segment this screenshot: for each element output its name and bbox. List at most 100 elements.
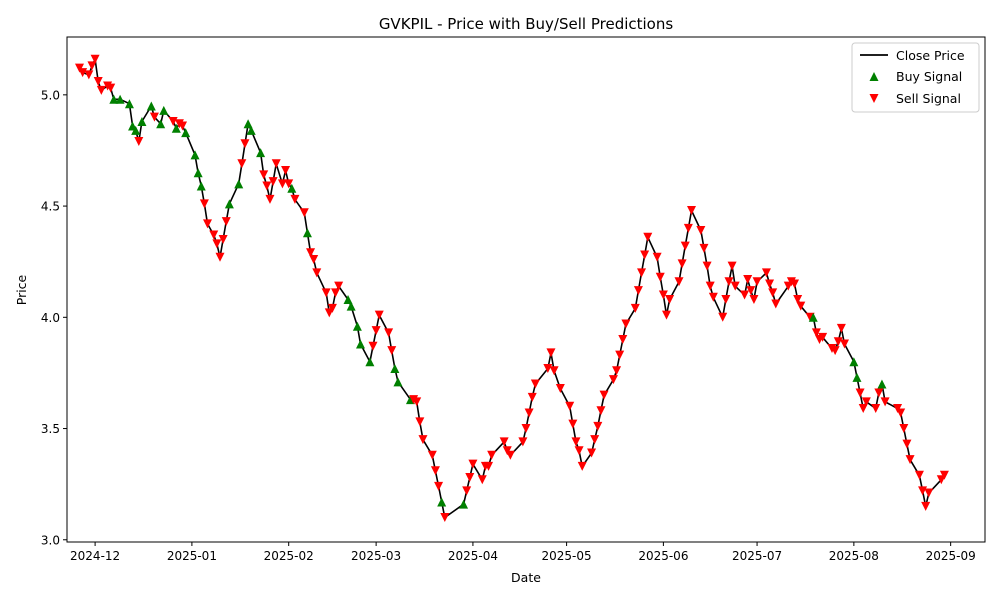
sell-signal-marker bbox=[637, 268, 647, 278]
sell-signal-marker bbox=[415, 417, 425, 427]
sell-signal-marker bbox=[299, 208, 309, 218]
sell-signal-marker bbox=[790, 279, 800, 289]
buy-signal-marker bbox=[877, 379, 887, 389]
sell-signal-marker bbox=[387, 346, 397, 356]
buy-signal-marker bbox=[146, 101, 156, 111]
buy-signal-marker bbox=[808, 312, 818, 322]
sell-signal-marker bbox=[730, 281, 740, 291]
sell-signal-marker bbox=[599, 390, 609, 400]
sell-signal-marker bbox=[331, 288, 341, 298]
sell-signal-marker bbox=[521, 424, 531, 434]
buy-signal-marker bbox=[352, 321, 362, 331]
sell-signal-marker bbox=[914, 470, 924, 480]
legend-box bbox=[851, 42, 980, 113]
sell-signal-marker bbox=[765, 279, 775, 289]
buy-signal-marker bbox=[193, 168, 203, 178]
sell-signal-marker bbox=[771, 299, 781, 309]
buy-signal-marker bbox=[346, 301, 356, 311]
x-axis-label: Date bbox=[511, 570, 541, 585]
buy-signal-marker bbox=[356, 339, 366, 349]
chart-title: GVKPIL - Price with Buy/Sell Predictions bbox=[379, 15, 674, 33]
sell-signal-marker bbox=[505, 450, 515, 460]
sell-signal-marker bbox=[412, 397, 422, 407]
sell-signal-marker bbox=[855, 388, 865, 398]
sell-signal-marker bbox=[796, 301, 806, 311]
sell-signal-marker bbox=[271, 159, 281, 169]
sell-signal-marker bbox=[630, 303, 640, 313]
sell-signal-marker bbox=[899, 424, 909, 434]
x-tick-label: 2025-08 bbox=[829, 549, 879, 563]
sell-signal-marker bbox=[290, 194, 300, 204]
x-tick-label: 2025-04 bbox=[448, 549, 498, 563]
sell-signal-marker bbox=[87, 61, 97, 71]
signal-markers-layer bbox=[74, 54, 949, 523]
sell-signal-marker bbox=[549, 366, 559, 376]
sell-signal-marker bbox=[440, 513, 450, 523]
x-tick-label: 2025-09 bbox=[926, 549, 976, 563]
sell-signal-marker bbox=[836, 323, 846, 333]
sell-signal-marker bbox=[683, 223, 693, 233]
sell-signal-marker bbox=[134, 137, 144, 147]
sell-signal-marker bbox=[212, 239, 222, 249]
buy-signal-marker bbox=[365, 357, 375, 367]
sell-signal-marker bbox=[306, 248, 316, 258]
sell-signal-marker bbox=[565, 401, 575, 411]
x-tick-label: 2025-06 bbox=[638, 549, 688, 563]
sell-signal-marker bbox=[468, 459, 478, 469]
sell-signal-marker bbox=[284, 179, 294, 189]
buy-signal-marker bbox=[852, 372, 862, 382]
buy-signal-marker bbox=[302, 228, 312, 238]
sell-signal-marker bbox=[371, 326, 381, 336]
sell-signal-marker bbox=[702, 261, 712, 271]
sell-signal-marker bbox=[615, 350, 625, 360]
sell-signal-marker bbox=[384, 328, 394, 338]
sell-signal-marker bbox=[218, 234, 228, 244]
sell-signal-marker bbox=[640, 250, 650, 260]
buy-signal-marker bbox=[287, 183, 297, 193]
sell-signal-marker bbox=[746, 286, 756, 296]
buy-signal-marker bbox=[256, 148, 266, 158]
sell-signal-marker bbox=[612, 366, 622, 376]
x-tick-label: 2025-03 bbox=[351, 549, 401, 563]
x-tick-label: 2025-01 bbox=[167, 549, 217, 563]
sell-signal-marker bbox=[921, 501, 931, 511]
sell-signal-marker bbox=[743, 274, 753, 284]
sell-signal-marker bbox=[880, 397, 890, 407]
sell-signal-marker bbox=[761, 268, 771, 278]
sell-signal-marker bbox=[621, 319, 631, 329]
sell-signal-marker bbox=[596, 406, 606, 416]
sell-signal-marker bbox=[240, 139, 250, 149]
sell-signal-marker bbox=[568, 419, 578, 429]
legend-buy-signal-label: Buy Signal bbox=[896, 69, 962, 84]
sell-signal-marker bbox=[768, 288, 778, 298]
sell-signal-marker bbox=[721, 295, 731, 305]
buy-signal-marker bbox=[849, 357, 859, 367]
sell-signal-marker bbox=[699, 243, 709, 253]
sell-signal-marker bbox=[268, 177, 278, 187]
sell-signal-marker bbox=[858, 404, 868, 414]
sell-signal-marker bbox=[939, 470, 949, 480]
sell-signal-marker bbox=[199, 199, 209, 209]
sell-signal-marker bbox=[662, 310, 672, 320]
sell-signal-marker bbox=[484, 461, 494, 471]
buy-signal-marker bbox=[224, 199, 234, 209]
sell-signal-marker bbox=[874, 388, 884, 398]
sell-signal-marker bbox=[518, 437, 528, 447]
sell-signal-marker bbox=[178, 121, 188, 131]
sell-signal-marker bbox=[708, 292, 718, 302]
y-tick-label: 3.5 bbox=[41, 422, 60, 436]
sell-signal-marker bbox=[524, 408, 534, 418]
y-tick-label: 3.0 bbox=[41, 533, 60, 547]
plot-frame bbox=[66, 36, 986, 543]
sell-signal-marker bbox=[643, 232, 653, 242]
sell-signal-marker bbox=[487, 450, 497, 460]
buy-signal-marker bbox=[159, 105, 169, 115]
buy-signal-marker bbox=[124, 99, 134, 109]
buy-signal-marker bbox=[181, 128, 191, 138]
sell-signal-marker bbox=[705, 281, 715, 291]
buy-signal-marker bbox=[109, 94, 119, 104]
sell-signal-marker bbox=[430, 466, 440, 476]
sell-signal-marker bbox=[871, 404, 881, 414]
plot-area bbox=[67, 37, 985, 542]
buy-signal-marker bbox=[437, 497, 447, 507]
